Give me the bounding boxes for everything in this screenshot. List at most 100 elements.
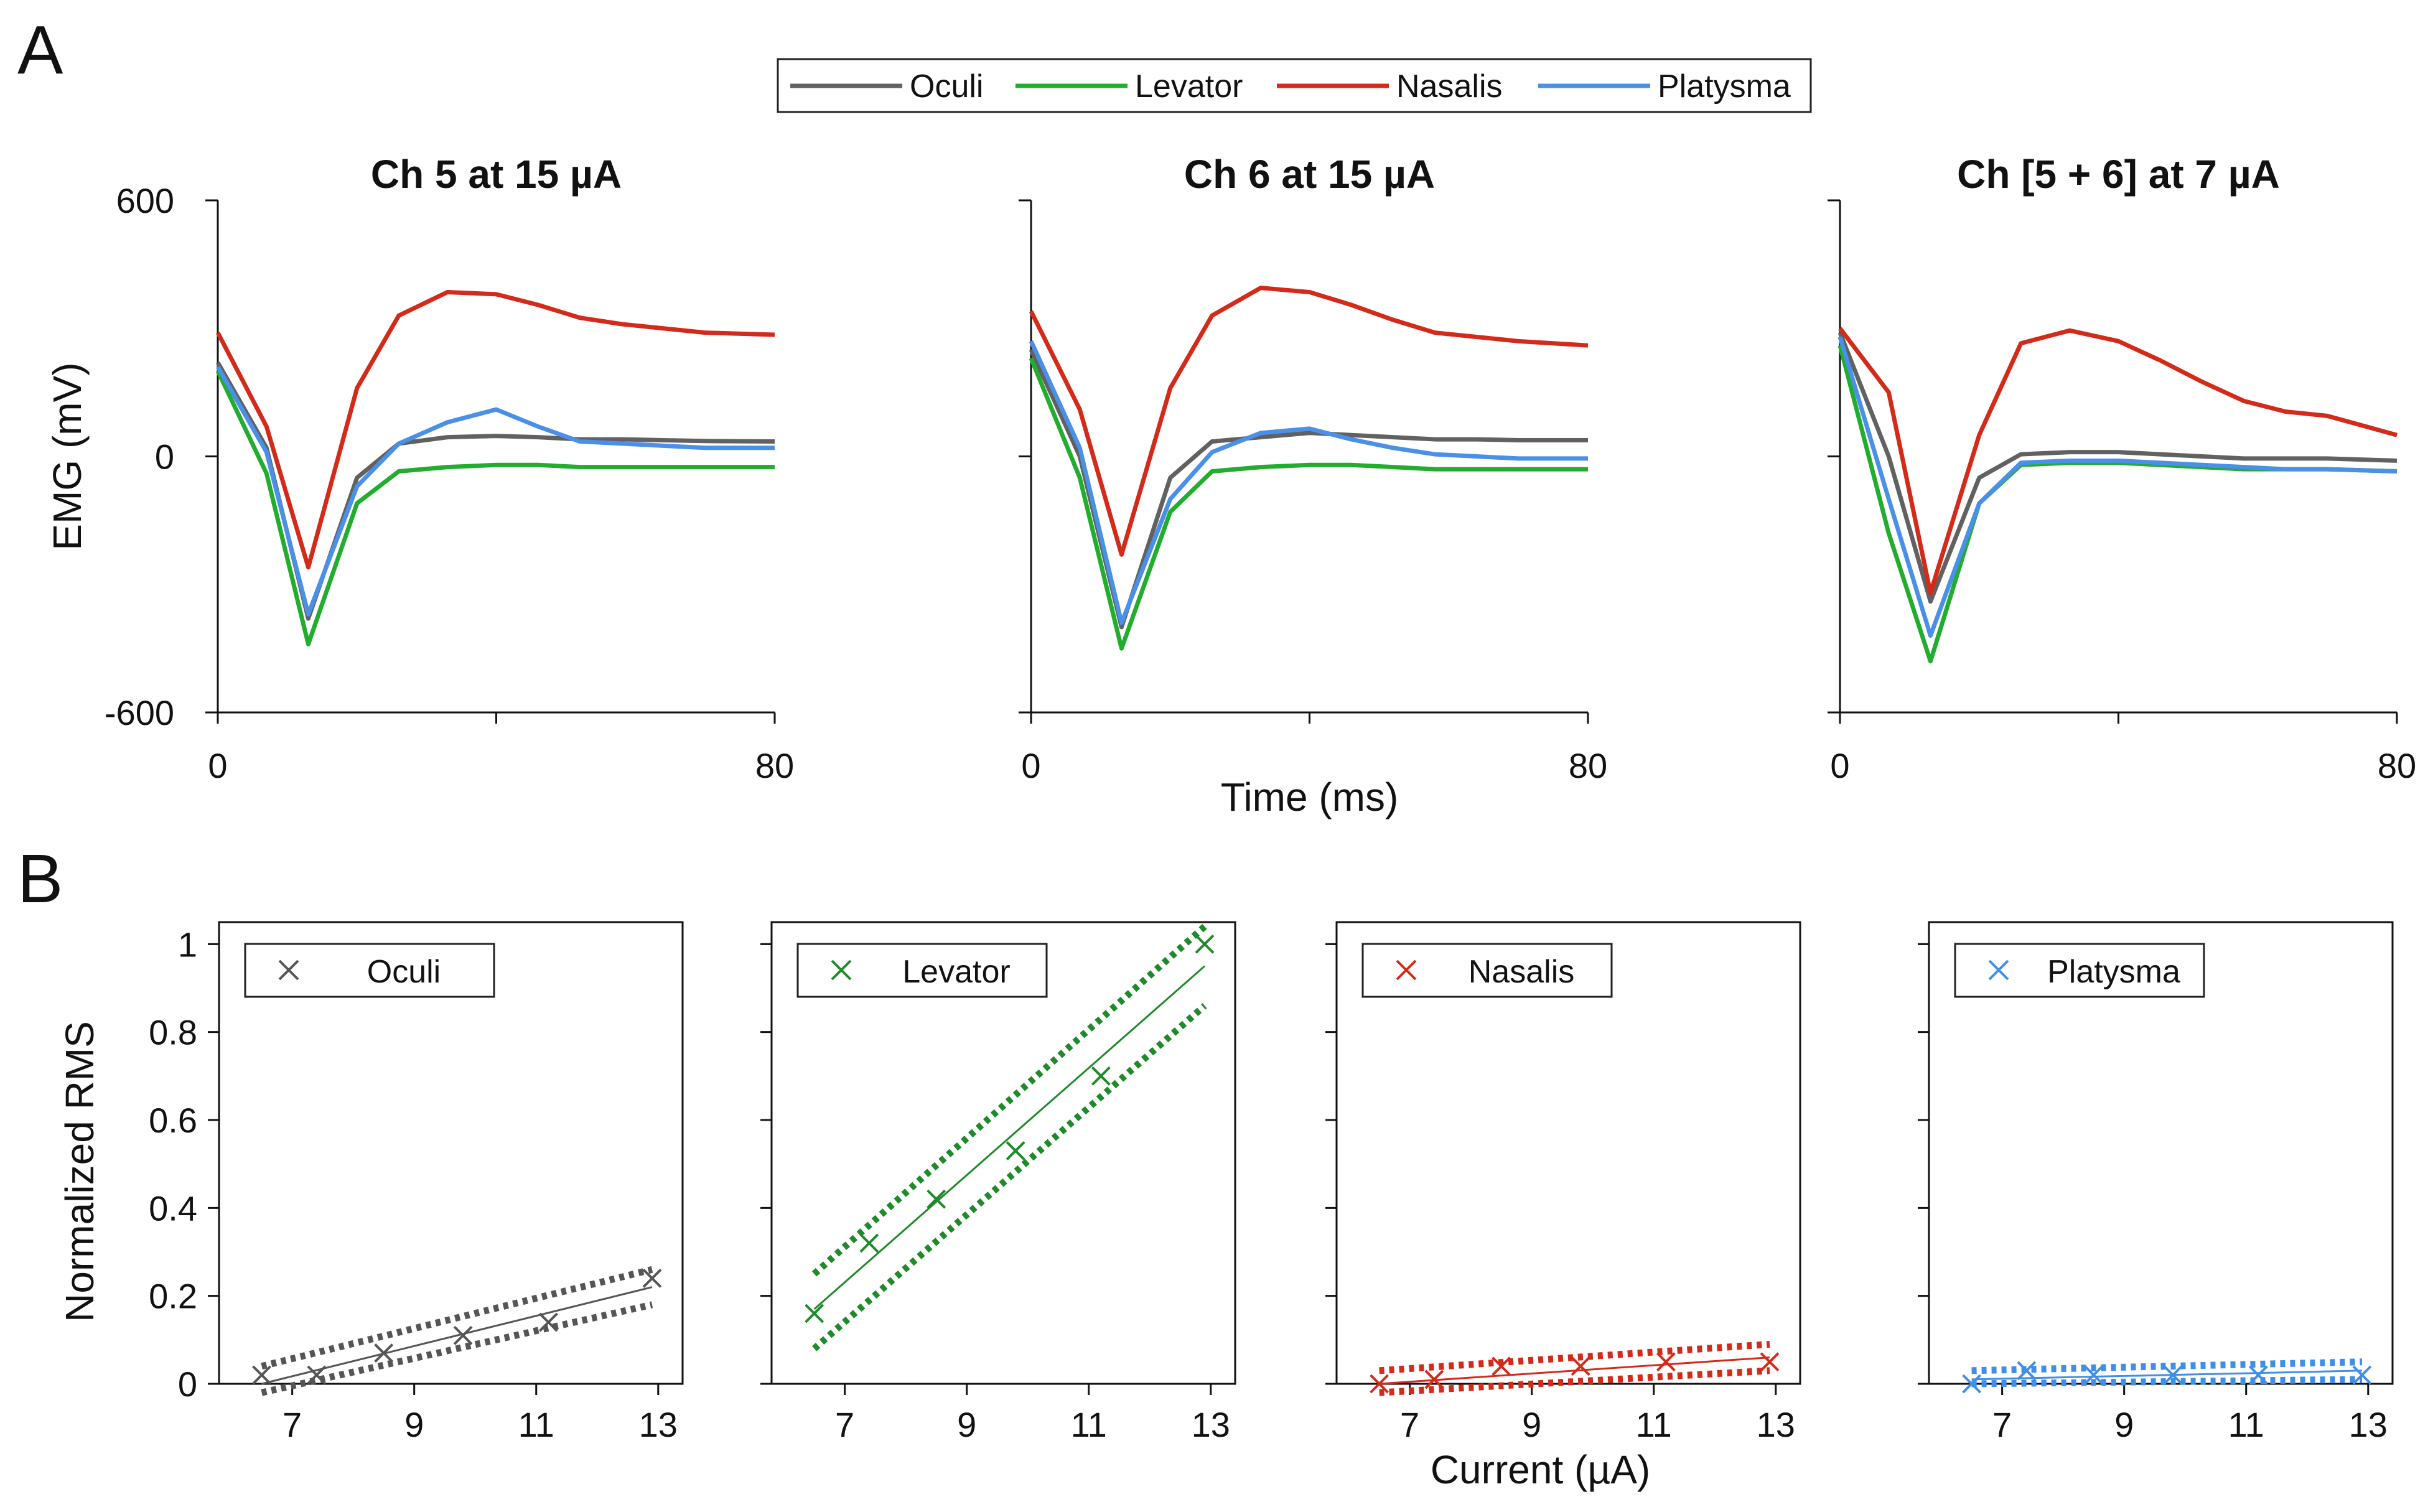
legend-label-nasalis: Nasalis — [1396, 68, 1503, 105]
series-line-platysma — [215, 365, 775, 617]
x-axis-label: Time (ms) — [1221, 775, 1399, 819]
data-point — [1006, 1141, 1025, 1160]
data-point — [1195, 934, 1215, 954]
legend-marker — [831, 959, 852, 981]
y-tick-label: 0 — [178, 1365, 197, 1404]
series-line-oculi — [215, 361, 775, 621]
x-tick-label: 11 — [518, 1405, 554, 1444]
legend-label: Platysma — [2047, 954, 2180, 990]
fit-line — [261, 1286, 653, 1385]
y-tick-label: 0.4 — [149, 1188, 197, 1228]
chart-ch5-6: 0 80 Ch [5 + 6] at 7 µA — [1828, 152, 2416, 785]
legend-label: Nasalis — [1468, 954, 1575, 990]
legend-label: Levator — [902, 954, 1010, 990]
data-point — [2084, 1365, 2104, 1385]
ci-lower-line — [261, 1301, 653, 1396]
data-point — [453, 1325, 473, 1345]
legend-label-levator: Levator — [1135, 68, 1243, 105]
y-axis-label: Normalized RMS — [57, 1021, 102, 1322]
chart-title: Ch 5 at 15 µA — [371, 152, 622, 197]
data-point — [2248, 1365, 2268, 1385]
data-point — [2163, 1365, 2183, 1385]
series-line-oculi — [1029, 348, 1588, 630]
data-point — [1962, 1374, 1982, 1394]
ci-upper-line — [811, 923, 1207, 1277]
ci-lower-line — [811, 1003, 1207, 1351]
legend-box — [1954, 943, 2205, 998]
series-line-platysma — [1029, 340, 1588, 625]
chart-ch5: -600 0 600 0 80 Ch 5 at 15 µA EMG (mV) — [45, 152, 794, 785]
chart-oculi-rms: 0 0.2 0.4 0.6 0.8 1 7 9 11 13 Normalized RMS Oculi — [57, 921, 684, 1444]
y-axis-label: EMG (mV) — [45, 362, 90, 550]
data-point — [927, 1189, 946, 1209]
legend-marker — [1396, 959, 1417, 981]
x-tick-label: 13 — [639, 1405, 678, 1444]
series-line-levator — [215, 370, 775, 646]
series-line-oculi — [1837, 332, 2398, 604]
x-tick-label: 9 — [957, 1405, 976, 1444]
x-tick-label: 80 — [2378, 746, 2416, 785]
x-tick-label: 7 — [835, 1405, 854, 1444]
x-tick-label: 7 — [1400, 1405, 1419, 1444]
plot-frame — [1928, 921, 2394, 1385]
panel-label-a: A — [17, 12, 63, 88]
data-point — [2017, 1361, 2037, 1381]
data-point — [805, 1304, 824, 1323]
y-tick-label: 1 — [178, 925, 197, 964]
series-line-nasalis — [1029, 286, 1589, 557]
data-point — [1492, 1356, 1511, 1376]
data-point — [538, 1312, 558, 1332]
x-tick-label: 11 — [1636, 1405, 1672, 1444]
y-tick-label: 0.2 — [149, 1277, 197, 1316]
legend-label-oculi: Oculi — [910, 68, 983, 105]
data-point — [1424, 1370, 1444, 1389]
chart-levator-rms: 7 9 11 13 Levator — [760, 921, 1236, 1444]
series-line-nasalis — [215, 289, 775, 570]
chart-title: Ch [5 + 6] at 7 µA — [1957, 152, 2280, 197]
fit-line — [813, 965, 1205, 1310]
series-line-nasalis — [1838, 327, 2398, 595]
chart-ch6: 0 80 Ch 6 at 15 µA Time (ms) — [1019, 152, 1607, 819]
x-tick-label: 13 — [1757, 1405, 1795, 1444]
x-tick-label: 9 — [2114, 1405, 2134, 1444]
y-tick-label: -600 — [105, 693, 174, 732]
plot-frame — [770, 921, 1236, 1385]
x-tick-label: 0 — [1830, 746, 1849, 785]
data-point — [1370, 1374, 1389, 1394]
data-point — [1091, 1066, 1111, 1086]
y-tick-label: 600 — [116, 181, 174, 220]
chart-title: Ch 6 at 15 µA — [1184, 152, 1435, 197]
data-point — [252, 1365, 272, 1385]
data-point — [1760, 1352, 1780, 1372]
ci-upper-line — [261, 1266, 653, 1370]
data-point — [374, 1343, 394, 1363]
legend-label: Oculi — [367, 954, 441, 990]
legend-box — [796, 943, 1048, 998]
chart-platysma-rms: 7 9 11 13 Platysma — [1918, 921, 2394, 1444]
panel-a-legend: Oculi Levator Nasalis Platysma — [777, 58, 1812, 113]
series-line-levator — [1029, 357, 1588, 651]
legend-box — [244, 943, 495, 998]
panel-label-b: B — [17, 841, 63, 917]
x-tick-label: 0 — [208, 746, 227, 785]
data-point — [2352, 1365, 2372, 1385]
legend-box — [1361, 943, 1613, 998]
x-tick-label: 13 — [2349, 1405, 2388, 1444]
chart-nasalis-rms: 7 9 11 13 Current (µA) Nasalis — [1325, 921, 1801, 1492]
legend-marker — [1988, 959, 2009, 981]
x-axis-label: Current (µA) — [1431, 1447, 1650, 1492]
series-line-platysma — [1837, 336, 2398, 638]
ci-upper-line — [1379, 1340, 1770, 1374]
x-tick-label: 7 — [1992, 1405, 2012, 1444]
data-point — [1571, 1356, 1590, 1376]
x-tick-label: 7 — [282, 1405, 302, 1444]
y-tick-label: 0 — [155, 437, 174, 477]
legend-label-platysma: Platysma — [1658, 68, 1791, 105]
legend-marker — [278, 959, 299, 981]
x-tick-label: 80 — [1569, 746, 1607, 785]
plot-frame — [218, 921, 684, 1385]
x-tick-label: 9 — [404, 1405, 424, 1444]
x-tick-label: 13 — [1192, 1405, 1230, 1444]
x-tick-label: 0 — [1021, 746, 1040, 785]
